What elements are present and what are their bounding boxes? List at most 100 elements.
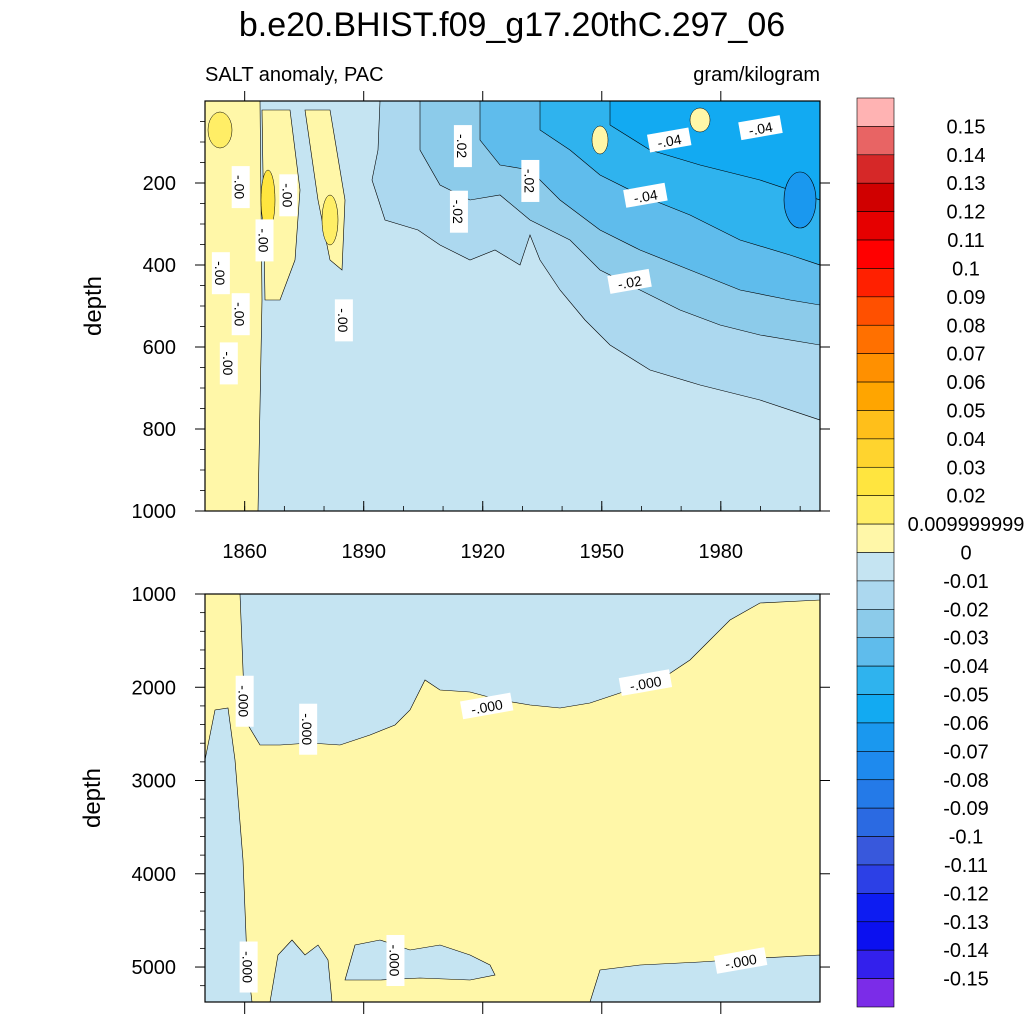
- lower-y-tick-label: 2000: [132, 677, 177, 699]
- colorbar-swatch: [856, 580, 895, 610]
- colorbar-label: -0.06: [943, 713, 989, 735]
- lower-contour-label-text: -.000: [724, 951, 758, 972]
- upper-contour-label: -.00: [231, 293, 250, 336]
- colorbar-swatch: [856, 353, 895, 383]
- chart-subtitle-right: gram/kilogram: [693, 64, 820, 86]
- lower-negative-left: [205, 707, 253, 1002]
- colorbar-label: 0.1: [952, 258, 980, 280]
- colorbar-label: -0.03: [943, 628, 989, 650]
- colorbar-swatch: [856, 779, 895, 809]
- upper-y-ticks: 200 400 600 800 1000: [132, 121, 830, 523]
- upper-contour-label-text: -.04: [656, 131, 683, 151]
- colorbar-label: -0.13: [943, 912, 989, 934]
- upper-y-axis-label: depth: [80, 276, 107, 336]
- colorbar-label: 0.12: [947, 202, 986, 224]
- colorbar-label: -0.02: [943, 599, 989, 621]
- upper-y-tick-label: 200: [143, 173, 176, 195]
- colorbar-label: -0.15: [943, 969, 989, 991]
- upper-contour-label-box: [738, 115, 783, 141]
- upper-contour-label: -.02: [449, 190, 468, 233]
- upper-contour-label: -.00: [255, 219, 274, 262]
- colorbar-swatch: [856, 495, 895, 525]
- colorbar-label: 0.07: [947, 344, 986, 366]
- chart-title: b.e20.BHIST.f09_g17.20thC.297_06: [239, 6, 785, 44]
- upper-positive-spot-2: [321, 194, 339, 246]
- upper-contour-label: -.04: [646, 127, 692, 153]
- chart-subtitle-left: SALT anomaly, PAC: [205, 64, 384, 86]
- upper-contour-label-box: [646, 127, 692, 153]
- lower-contour-label-box: [618, 669, 673, 696]
- upper-contour-label-text: -.02: [521, 169, 537, 193]
- lower-y-tick-label: 1000: [132, 584, 177, 606]
- lower-contour-label-text: -.000: [236, 685, 252, 717]
- colorbar-swatch: [856, 552, 895, 582]
- upper-contour-label-text: -.00: [220, 351, 236, 375]
- upper-y-tick-label: 600: [143, 337, 176, 359]
- colorbar-swatch: [856, 268, 895, 298]
- lower-contour-label-box: [299, 703, 318, 755]
- colorbar-swatch: [856, 694, 895, 724]
- colorbar-swatch: [856, 978, 895, 1008]
- upper-contour-label: -.00: [219, 342, 238, 385]
- colorbar-label: -0.08: [943, 770, 989, 792]
- lower-contour-label-box: [460, 692, 514, 720]
- colorbar-swatch: [856, 438, 895, 468]
- colorbar-swatch: [856, 211, 895, 241]
- lower-contour-label-text: -.000: [299, 713, 315, 745]
- upper-contour-label: -.00: [211, 252, 230, 295]
- colorbar-label: 0.11: [947, 230, 984, 252]
- lower-contour-label-text: -.000: [386, 945, 402, 977]
- colorbar-swatch: [856, 893, 895, 923]
- lower-contour-label: -.000: [460, 692, 514, 720]
- lower-negative-bottom-2: [344, 939, 496, 981]
- upper-y-tick-label: 800: [143, 419, 176, 441]
- lower-contour-label: -.000: [386, 935, 405, 987]
- lower-contour-label-box: [235, 675, 254, 727]
- colorbar-swatch: [856, 665, 895, 695]
- colorbar-label: 0: [960, 543, 971, 565]
- upper-contour-label-text: -.04: [632, 186, 659, 206]
- lower-y-tick-label: 5000: [132, 957, 177, 979]
- upper-x-tick-label: 1980: [699, 541, 744, 563]
- upper-x-tick-label: 1950: [580, 541, 625, 563]
- colorbar-label: -0.09: [943, 798, 989, 820]
- lower-contour-label: -.000: [713, 947, 768, 974]
- colorbar-swatch: [856, 921, 895, 951]
- colorbar-swatch: [856, 722, 895, 752]
- lower-contour-label-text: -.000: [628, 673, 662, 694]
- colorbar-swatch: [856, 239, 895, 269]
- upper-contour-label: -.02: [453, 125, 472, 168]
- lower-contour-label-text: -.000: [240, 951, 256, 983]
- colorbar-swatch: [856, 324, 895, 354]
- upper-positive-spot-4: [591, 125, 609, 155]
- upper-contour-label-text: -.00: [232, 175, 248, 199]
- colorbar-label: -0.01: [943, 571, 989, 593]
- colorbar-label: 0.05: [947, 400, 986, 422]
- colorbar-label: 0.09: [947, 287, 986, 309]
- lower-contour-labels: -.000 -.000 -.000 -.000 -.000 -.000 -.000: [235, 669, 768, 993]
- lower-contour-label: -.000: [235, 675, 254, 727]
- upper-contour-label-box: [211, 252, 230, 295]
- lower-y-tick-label: 4000: [132, 864, 177, 886]
- colorbar-swatch: [856, 126, 895, 156]
- upper-contour-label: -.00: [334, 299, 353, 342]
- colorbar-swatch: [856, 410, 895, 440]
- colorbar-label: -0.1: [949, 827, 983, 849]
- upper-plot-area: [205, 101, 820, 511]
- colorbar-swatch: [856, 296, 895, 326]
- upper-contour-label-box: [521, 159, 540, 202]
- colorbar-label: -0.05: [943, 685, 989, 707]
- upper-contour-label-text: -.00: [335, 308, 351, 332]
- lower-contour-label: -.000: [618, 669, 673, 696]
- upper-x-tick-label: 1920: [460, 541, 505, 563]
- lower-frame: [204, 593, 821, 1003]
- upper-contour-label-box: [607, 268, 652, 294]
- colorbar-swatch: [856, 182, 895, 212]
- upper-positive-spot-5: [689, 107, 711, 133]
- lower-y-axis-label: depth: [79, 768, 106, 828]
- colorbar-label: 0.08: [947, 315, 986, 337]
- colorbar-swatch: [856, 381, 895, 411]
- lower-negative-bottom-1: [269, 939, 333, 1002]
